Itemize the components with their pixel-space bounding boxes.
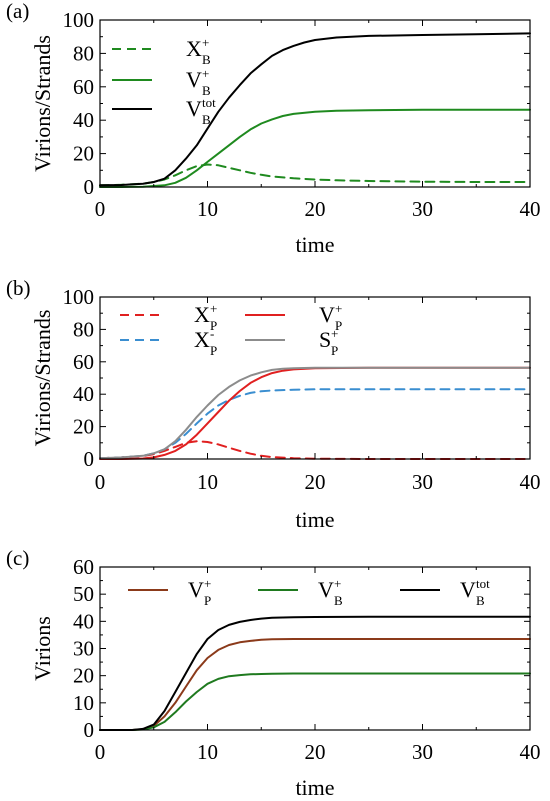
panel-label: (c) [6,546,29,570]
y-tick-label: 80 [73,41,94,65]
series-line [99,32,531,187]
y-tick-label: 60 [73,555,94,579]
x-tick-label: 30 [412,197,433,221]
legend-label: V+ P [319,301,342,333]
series-line [99,388,531,460]
x-tick-label: 20 [305,740,326,764]
series-line [99,366,531,460]
x-tick-label: 10 [197,470,218,494]
x-tick-label: 30 [412,470,433,494]
y-tick-label: 0 [84,447,95,471]
y-tick-label: 100 [63,285,95,309]
legend-label: V+ B [318,576,343,608]
y-tick-label: 40 [73,609,94,633]
legend-label: X-P [194,326,217,358]
x-axis-label: time [295,507,334,532]
x-tick-label: 40 [520,740,541,764]
y-tick-label: 80 [73,317,94,341]
x-tick-label: 30 [412,740,433,764]
y-tick-label: 20 [73,142,94,166]
x-tick-label: 10 [197,740,218,764]
plot-frame [99,296,531,460]
x-axis-label: time [295,775,334,800]
x-tick-label: 0 [95,197,106,221]
y-tick-label: 0 [84,175,95,199]
x-axis-label: time [295,232,334,257]
panel-label: (b) [6,276,31,300]
y-axis-label: Virions/Strands [30,310,55,447]
x-tick-label: 20 [305,197,326,221]
series-line [99,638,531,731]
chart-panel-2: 0 10 20 30 40 0 10 20 30 40 50 60 time Virions (c) V+ P V… [6,546,541,800]
legend-label: V+ P [188,576,211,608]
legend-label: V+ B [186,66,211,98]
series-line [99,615,531,731]
legend-label: X+ B [186,35,211,67]
series-line [99,672,531,731]
x-tick-label: 40 [520,470,541,494]
y-tick-label: 50 [73,582,94,606]
x-tick-label: 40 [520,197,541,221]
y-axis-label: Virions [30,616,55,681]
x-tick-label: 10 [197,197,218,221]
plot-frame [99,19,531,188]
y-tick-label: 0 [84,718,95,742]
y-tick-label: 60 [73,350,94,374]
y-tick-label: 40 [73,108,94,132]
y-tick-label: 100 [63,8,95,32]
x-tick-label: 20 [305,470,326,494]
legend-label: S+ P [319,326,338,358]
legend-label: Vtot B [460,576,490,608]
y-tick-label: 20 [73,415,94,439]
chart-panel-1: 0 10 20 30 40 0 20 40 60 80 100 time Virions/Strands… [6,276,541,532]
x-tick-label: 0 [95,740,106,764]
y-tick-label: 10 [73,691,94,715]
series-line [99,366,531,460]
series-line [99,108,531,188]
y-tick-label: 30 [73,637,94,661]
chart-panel-0: 0 10 20 30 40 0 20 40 60 80 100 time Virions/Strands… [6,0,541,257]
legend-label: Vtot B [186,95,216,127]
panel-label: (a) [6,0,29,23]
y-tick-label: 40 [73,382,94,406]
y-tick-label: 60 [73,75,94,99]
y-tick-label: 20 [73,664,94,688]
x-tick-label: 0 [95,470,106,494]
legend-label: X+ P [194,301,217,333]
y-axis-label: Virions/Strands [30,35,55,172]
